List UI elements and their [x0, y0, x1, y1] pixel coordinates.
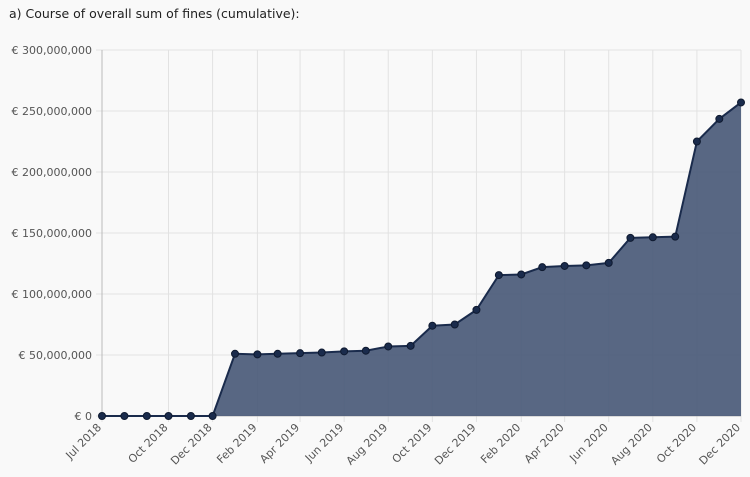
- data-point: [560, 261, 569, 270]
- data-point: [186, 412, 195, 420]
- x-tick-label: Dec 2018: [168, 421, 215, 468]
- data-point: [538, 263, 547, 272]
- data-point: [317, 348, 326, 357]
- x-tick-label: Oct 2020: [654, 421, 699, 466]
- data-point: [340, 347, 349, 356]
- y-tick-label: € 300,000,000: [12, 44, 92, 57]
- data-point: [428, 321, 437, 330]
- data-point: [231, 349, 239, 358]
- x-tick-label: Apr 2020: [522, 421, 567, 466]
- data-point: [273, 349, 282, 358]
- data-point: [208, 412, 217, 420]
- data-point: [98, 412, 106, 420]
- x-tick-label: Apr 2019: [257, 421, 302, 466]
- x-tick-label: Oct 2018: [126, 421, 171, 466]
- y-tick-label: € 150,000,000: [12, 227, 92, 240]
- data-point: [253, 350, 262, 359]
- data-point: [692, 137, 701, 146]
- y-tick-label: € 250,000,000: [12, 105, 92, 118]
- x-tick-label: Oct 2019: [390, 421, 435, 466]
- data-point: [582, 261, 591, 270]
- data-point: [626, 233, 635, 242]
- data-point: [120, 412, 129, 420]
- data-point: [450, 320, 459, 329]
- y-tick-label: € 50,000,000: [19, 349, 92, 362]
- x-tick-label: Jun 2020: [567, 421, 611, 465]
- x-tick-label: Aug 2019: [344, 421, 391, 468]
- y-tick-label: € 200,000,000: [12, 166, 92, 179]
- data-point: [164, 412, 173, 420]
- chart-title: a) Course of overall sum of fines (cumul…: [9, 6, 300, 21]
- data-point: [296, 349, 305, 358]
- data-point: [472, 305, 481, 314]
- y-tick-label: € 100,000,000: [12, 288, 92, 301]
- data-point: [648, 233, 657, 242]
- data-point: [715, 114, 724, 123]
- x-tick-label: Feb 2020: [478, 421, 523, 466]
- data-point: [406, 341, 415, 350]
- data-point: [384, 342, 393, 351]
- y-tick-label: € 0: [75, 410, 93, 423]
- data-point: [361, 346, 370, 355]
- x-tick-label: Aug 2020: [608, 421, 655, 468]
- data-point: [494, 271, 503, 280]
- x-tick-label: Feb 2019: [214, 421, 259, 466]
- x-tick-label: Jun 2019: [302, 421, 346, 465]
- series-area: [102, 102, 741, 417]
- data-point: [737, 98, 745, 107]
- x-tick-label: Dec 2020: [697, 421, 744, 468]
- data-point: [517, 270, 526, 279]
- data-point: [671, 232, 680, 241]
- data-point: [142, 412, 151, 420]
- x-tick-label: Jul 2018: [63, 421, 105, 463]
- x-tick-label: Dec 2019: [432, 421, 479, 468]
- data-point: [604, 258, 613, 267]
